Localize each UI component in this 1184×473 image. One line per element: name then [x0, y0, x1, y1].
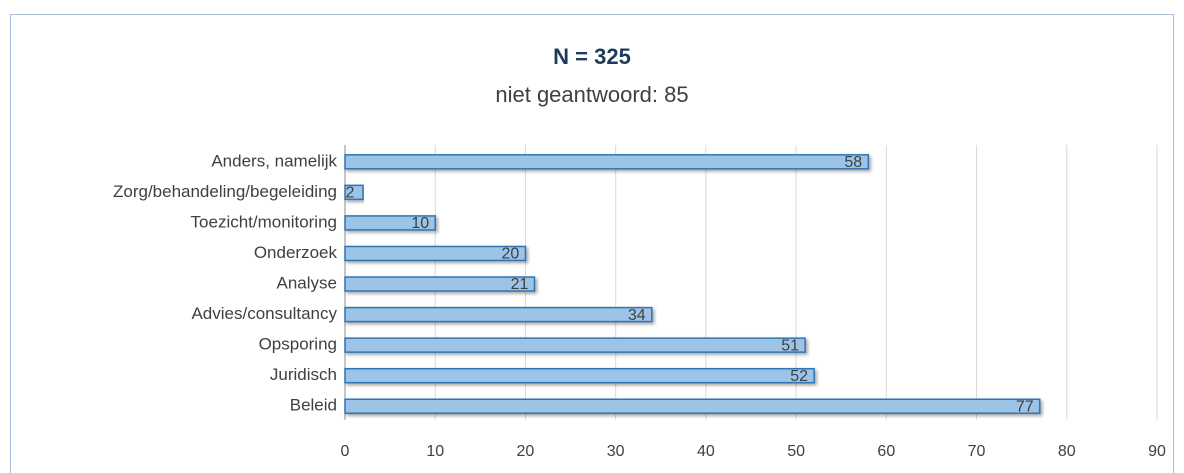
bar [344, 398, 1041, 414]
y-tick-label: Beleid [290, 396, 337, 415]
x-tick-label: 10 [426, 443, 444, 460]
data-label: 51 [781, 337, 799, 354]
plot-area: 0 10 20 30 40 50 60 70 80 90 Anders, namelijk 58 Zor… [113, 145, 1166, 460]
y-tick-label: Juridisch [270, 365, 337, 384]
x-tick-label: 50 [787, 443, 805, 460]
y-tick-label: Opsporing [259, 335, 337, 354]
bar [344, 306, 653, 323]
x-tick-label: 80 [1058, 443, 1076, 460]
bar [344, 367, 815, 384]
x-tick-label: 90 [1148, 443, 1166, 460]
data-label: 52 [790, 368, 808, 385]
y-tick-label: Toezicht/monitoring [191, 212, 337, 231]
chart-frame [10, 14, 1174, 473]
bar [344, 184, 364, 201]
bar [344, 215, 436, 231]
y-tick-label: Advies/consultancy [191, 304, 337, 323]
data-label: 10 [411, 215, 429, 232]
data-label: 77 [1016, 398, 1034, 415]
bar [344, 276, 536, 292]
x-tick-label: 60 [877, 443, 895, 460]
chart-subtitle: niet geantwoord: 85 [495, 82, 688, 107]
bar [344, 337, 806, 353]
x-tick-label: 20 [517, 443, 535, 460]
data-label: 2 [346, 185, 355, 202]
y-tick-label: Anders, namelijk [211, 151, 337, 170]
y-tick-label: Zorg/behandeling/begeleiding [113, 182, 337, 201]
y-tick-label: Analyse [277, 274, 337, 293]
x-tick-label: 40 [697, 443, 715, 460]
chart-title: N = 325 [553, 44, 631, 69]
x-tick-label: 70 [968, 443, 986, 460]
bar [344, 154, 870, 170]
y-tick-label: Onderzoek [254, 243, 338, 262]
data-label: 20 [502, 246, 520, 263]
bar [344, 245, 527, 262]
x-tick-label: 30 [607, 443, 625, 460]
x-tick-label: 0 [341, 443, 350, 460]
data-label: 34 [628, 307, 646, 324]
data-label: 21 [511, 276, 529, 293]
data-label: 58 [844, 154, 862, 171]
